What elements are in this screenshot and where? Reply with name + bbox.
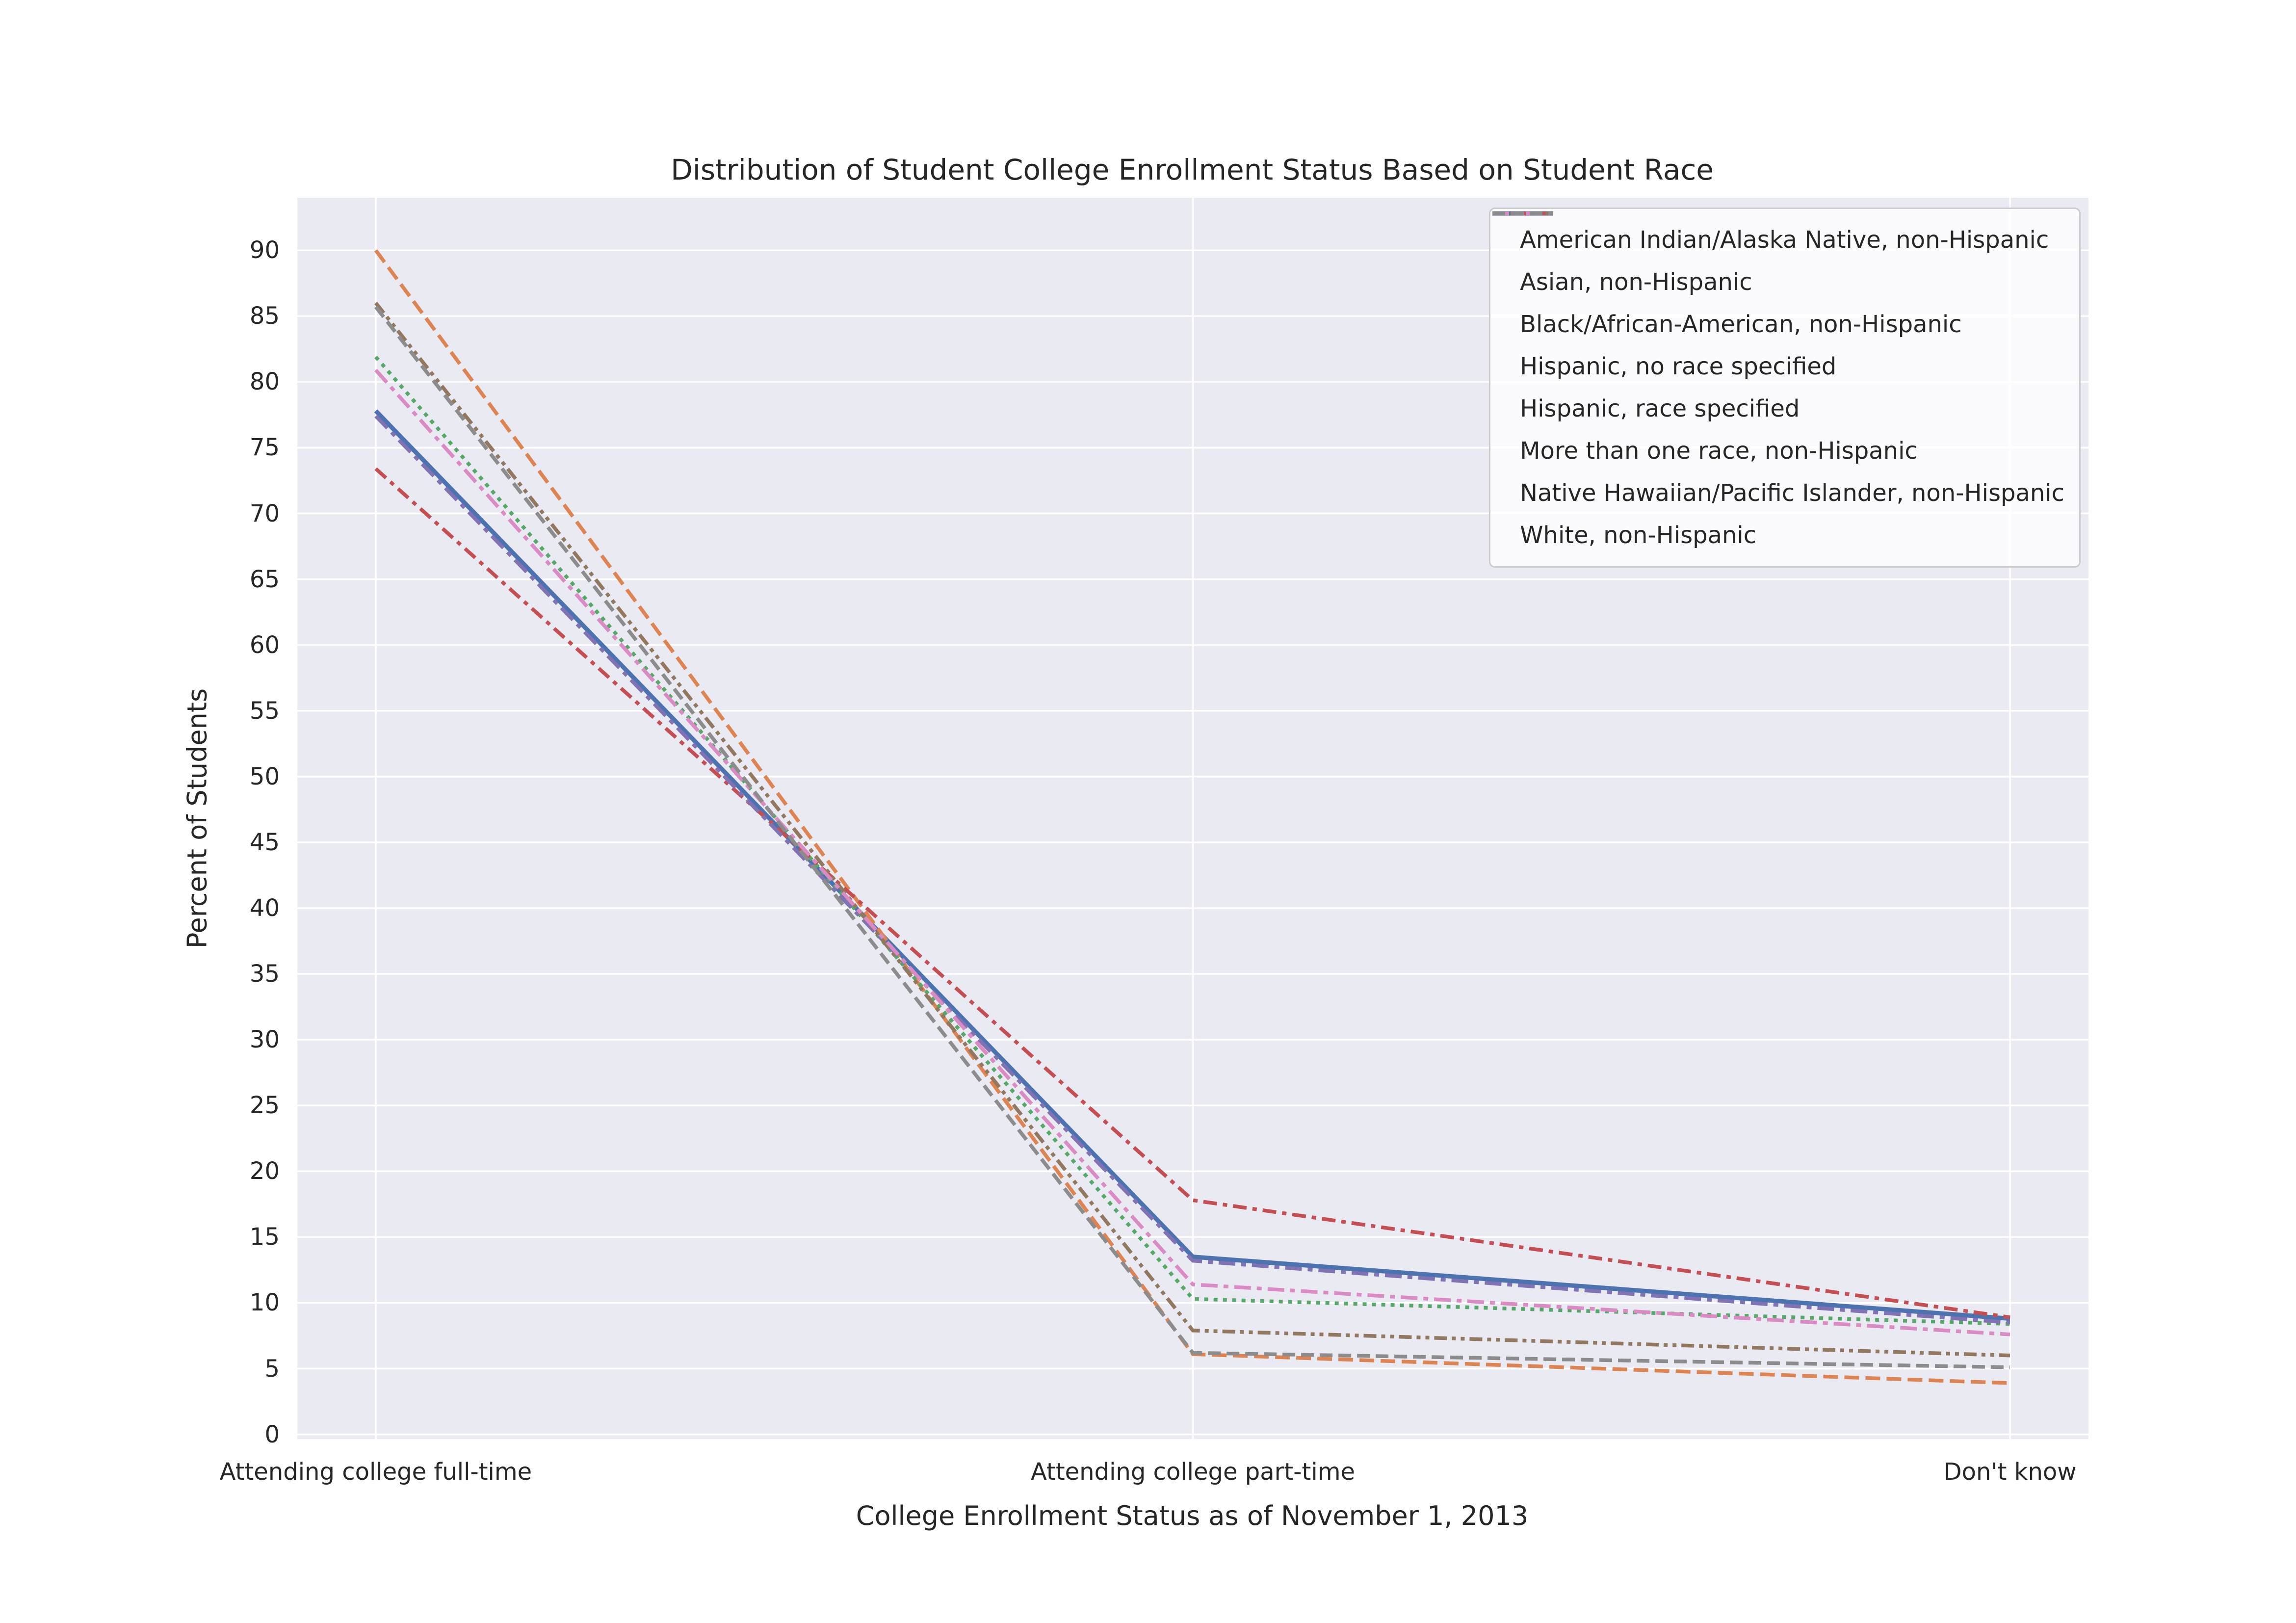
series-line-6 (374, 368, 2010, 1336)
legend-label: Hispanic, no race specified (1520, 353, 1837, 380)
legend-entry: Asian, non-Hispanic (1492, 211, 2064, 303)
y-tick-label: 65 (249, 565, 280, 593)
legend-label: Native Hawaiian/Pacific Islander, non-Hi… (1520, 479, 2064, 507)
legend-entry: Native Hawaiian/Pacific Islander, non-Hi… (1492, 211, 2064, 514)
y-tick-label: 45 (249, 828, 280, 856)
series-line-7 (374, 306, 2010, 1369)
x-tick-label: Attending college part-time (1031, 1458, 1355, 1486)
legend-label: Hispanic, race specified (1520, 395, 1800, 422)
plot-canvas (297, 198, 2088, 1439)
y-tick-label: 90 (249, 236, 280, 264)
legend-entry: Hispanic, no race specified (1492, 211, 2064, 388)
legend-label: Black/African-American, non-Hispanic (1520, 311, 1962, 338)
y-tick-label: 15 (249, 1223, 280, 1251)
series-line-3 (374, 467, 2010, 1319)
y-tick-label: 30 (249, 1026, 280, 1054)
legend-entry: American Indian/Alaska Native, non-Hispa… (1492, 211, 2064, 261)
x-tick-label: Attending college full-time (219, 1458, 532, 1486)
x-axis-label: College Enrollment Status as of November… (856, 1500, 1529, 1531)
y-tick-label: 50 (249, 762, 280, 790)
legend-line-sample (1492, 211, 1554, 215)
legend-label: American Indian/Alaska Native, non-Hispa… (1520, 226, 2049, 254)
y-tick-label: 35 (249, 960, 280, 988)
y-tick-label: 25 (249, 1092, 280, 1120)
y-tick-label: 60 (249, 631, 280, 659)
series-line-0 (374, 409, 2010, 1321)
legend-entry: White, non-Hispanic (1492, 211, 2064, 556)
y-tick-label: 40 (249, 894, 280, 922)
legend-entry: More than one race, non-Hispanic (1492, 211, 2064, 472)
series-line-4 (374, 415, 2010, 1325)
y-tick-label: 85 (249, 302, 280, 330)
y-tick-label: 70 (249, 499, 280, 527)
y-tick-label: 55 (249, 697, 280, 725)
legend-label: White, non-Hispanic (1520, 522, 1757, 549)
y-tick-label: 5 (264, 1355, 280, 1383)
gridlines (297, 198, 2088, 1439)
y-tick-label: 75 (249, 434, 280, 462)
y-tick-label: 0 (264, 1420, 280, 1448)
plot-area: American Indian/Alaska Native, non-Hispa… (297, 198, 2088, 1439)
x-tick-label: Don't know (1943, 1458, 2077, 1486)
series-line-2 (374, 356, 2010, 1326)
y-tick-label: 10 (249, 1289, 280, 1317)
chart-title: Distribution of Student College Enrollme… (671, 153, 1714, 186)
series-line-5 (374, 302, 2010, 1358)
y-tick-label: 20 (249, 1157, 280, 1185)
legend-label: Asian, non-Hispanic (1520, 268, 1752, 296)
legend-entry: Black/African-American, non-Hispanic (1492, 211, 2064, 345)
legend-label: More than one race, non-Hispanic (1520, 437, 1918, 465)
y-tick-label: 80 (249, 368, 280, 396)
legend-entry: Hispanic, race specified (1492, 211, 2064, 430)
legend: American Indian/Alaska Native, non-Hispa… (1489, 208, 2081, 568)
